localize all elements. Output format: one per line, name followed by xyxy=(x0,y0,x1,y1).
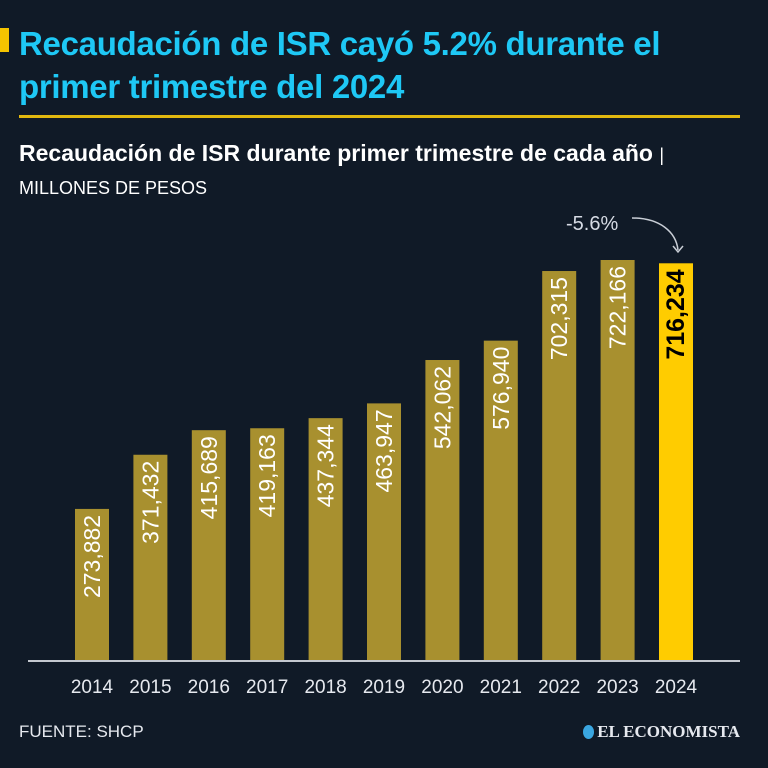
x-tick-label: 2023 xyxy=(596,677,638,698)
value-label: 702,315 xyxy=(546,277,572,360)
bar-2023 xyxy=(600,260,635,661)
value-label: 716,234 xyxy=(662,269,690,359)
globe-icon xyxy=(583,725,595,739)
x-tick-label: 2014 xyxy=(71,677,114,698)
bar-2020 xyxy=(425,360,460,661)
x-tick-label: 2016 xyxy=(188,677,230,698)
value-label: 576,940 xyxy=(488,347,514,430)
bar-2024 xyxy=(659,263,693,661)
x-tick-label: 2021 xyxy=(480,677,522,698)
value-label: 437,344 xyxy=(313,424,339,507)
change-annotation: -5.6% xyxy=(566,213,618,235)
page-title: Recaudación de ISR cayó 5.2% durante el … xyxy=(19,25,661,105)
x-tick-label: 2020 xyxy=(421,677,463,698)
bar-2015 xyxy=(133,454,168,661)
bar-2021 xyxy=(483,340,518,661)
source-note: FUENTE: SHCP xyxy=(19,722,144,741)
value-label: 722,166 xyxy=(605,266,631,349)
title-divider xyxy=(19,115,740,118)
x-tick-label: 2018 xyxy=(304,677,346,698)
arrow-head-icon xyxy=(672,245,684,254)
value-label: 273,882 xyxy=(79,515,105,598)
bar-2016 xyxy=(191,430,226,661)
annotation-arrow xyxy=(631,217,679,251)
x-tick-label: 2022 xyxy=(538,677,580,698)
x-tick-label: 2015 xyxy=(129,677,171,698)
bar-2017 xyxy=(250,428,285,661)
bar-2018 xyxy=(308,418,343,661)
chart-title: Recaudación de ISR durante primer trimes… xyxy=(19,140,653,166)
x-tick-label: 2017 xyxy=(246,677,288,698)
title-accent-bar xyxy=(0,28,9,52)
chart-subtitle: Recaudación de ISR durante primer trimes… xyxy=(19,138,759,204)
logo-text: EL ECONOMISTA xyxy=(597,722,740,741)
x-tick-label: 2019 xyxy=(363,677,405,698)
brand-logo: EL ECONOMISTA xyxy=(583,722,740,742)
bar-2022 xyxy=(542,271,577,661)
bar-2019 xyxy=(367,403,401,661)
value-label: 463,947 xyxy=(371,409,397,492)
x-tick-label: 2024 xyxy=(655,677,698,698)
value-label: 419,163 xyxy=(254,434,280,517)
unit-label: | MILLONES DE PESOS xyxy=(19,145,665,198)
bar-2014 xyxy=(75,508,109,661)
value-label: 415,689 xyxy=(196,436,222,519)
value-label: 371,432 xyxy=(137,461,163,544)
value-label: 542,062 xyxy=(429,366,455,449)
